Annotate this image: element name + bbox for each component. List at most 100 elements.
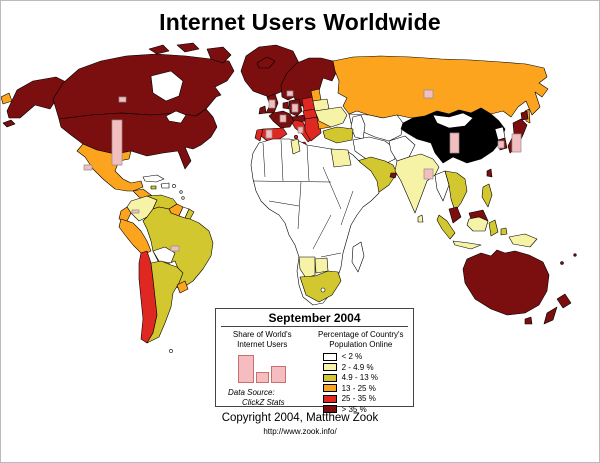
class-swatch-4-9-13 [322, 373, 337, 382]
region-sardinia [294, 135, 297, 138]
region-usa [59, 109, 217, 169]
legend-class-row: 13 - 25 % [322, 384, 413, 393]
region-indochina [445, 171, 467, 211]
data-source-label: Data Source: [228, 388, 275, 398]
region-baltics [311, 89, 321, 101]
share-bar-spain [266, 130, 272, 138]
share-column-header: Share of World's Internet Users [232, 330, 292, 349]
region-arctic-islands-2 [177, 43, 199, 52]
region-fiji [574, 254, 577, 257]
region-mongolia [433, 113, 473, 128]
share-bar-usa [112, 120, 122, 165]
region-turkey [323, 127, 353, 143]
share-bar-canada [119, 97, 126, 102]
region-canada [53, 54, 234, 119]
footer-url: http://www.zook.info/ [263, 427, 337, 436]
legend-classes-column: Percentage of Country's Population Onlin… [309, 327, 413, 415]
legend-share-column: Share of World's Internet Users Data Sou… [216, 327, 309, 415]
region-egypt [331, 149, 351, 167]
region-new-zealand-south [544, 307, 557, 324]
region-portugal [255, 129, 263, 141]
legend-date: September 2004 [221, 309, 408, 327]
region-moluccas [501, 228, 507, 235]
region-taiwan [487, 169, 492, 177]
region-bolivia [153, 247, 175, 263]
footer: Copyright 2004, Matthew Zook http://www.… [1, 412, 599, 436]
region-iran-iraq [353, 137, 395, 165]
region-tunisia [291, 139, 300, 154]
region-puerto-rico [172, 184, 175, 187]
region-mexico [77, 144, 143, 191]
share-bar-russia [424, 90, 433, 98]
region-sulawesi [489, 220, 498, 236]
page-title: Internet Users Worldwide [159, 9, 441, 35]
region-south-africa [300, 271, 341, 302]
region-uae [390, 173, 397, 178]
share-bar-india [424, 169, 433, 179]
share-bar-colombia [132, 210, 139, 213]
glyph-bar-2 [256, 372, 270, 384]
glyph-bar-1 [238, 355, 255, 384]
share-bar-mexico [84, 165, 92, 170]
legend-class-row: 4.9 - 13 % [322, 373, 413, 382]
region-sumatra [437, 215, 455, 239]
glyph-bar-3 [271, 366, 287, 384]
region-jamaica [151, 186, 156, 189]
region-malaysia [449, 207, 461, 223]
region-chukotka-fragment [1, 93, 12, 104]
legend-class-list: < 2 % 2 - 4.9 % 4.9 - 13 % 13 - 25 % [309, 352, 413, 414]
region-lesser-antilles-1 [180, 191, 183, 194]
region-falklands [169, 349, 172, 352]
legend-class-row: < 2 % [322, 352, 413, 361]
share-bar-france [280, 115, 286, 122]
region-madagascar [352, 242, 364, 272]
region-philippines [482, 184, 492, 207]
share-bar-brazil [171, 246, 179, 251]
region-ireland [259, 106, 266, 114]
region-india [395, 154, 439, 213]
region-argentina [147, 261, 183, 343]
region-hokkaido [521, 111, 528, 120]
class-swatch-lt2 [322, 352, 337, 361]
class-swatch-25-35 [322, 394, 337, 403]
region-tasmania [525, 317, 532, 324]
region-new-caledonia [561, 262, 564, 265]
region-netherlands [283, 102, 289, 109]
share-bar-japan [512, 134, 521, 152]
share-bar-italy [298, 127, 303, 133]
africa-country-borders [253, 140, 353, 257]
region-iceland [257, 57, 275, 68]
share-bar-germany [292, 104, 298, 112]
hudson-bay [151, 71, 183, 101]
legend-class-row: > 35 % [322, 405, 413, 414]
share-bars [84, 90, 521, 251]
share-bar-chart-glyph [216, 352, 309, 384]
region-papua-new-guinea [509, 234, 537, 247]
classes-column-header: Percentage of Country's Population Onlin… [317, 330, 404, 349]
data-source-name: ClickZ Stats [242, 398, 285, 408]
region-russia [333, 56, 548, 118]
share-bar-sweden [287, 91, 293, 96]
region-sri-lanka [418, 215, 423, 222]
region-balkans [305, 117, 321, 141]
share-bar-uk [269, 100, 275, 108]
great-lakes [166, 111, 186, 123]
class-swatch-13-25 [322, 384, 337, 393]
legend-class-row: 25 - 35 % [322, 394, 413, 403]
share-bar-south-korea [498, 141, 504, 148]
region-ukraine [315, 107, 347, 127]
region-lesser-antilles-2 [182, 197, 185, 200]
region-baffin [207, 47, 231, 63]
class-swatch-gt35 [322, 405, 337, 414]
copyright-text: Copyright 2004, Matthew Zook [221, 412, 379, 424]
class-swatch-2-4-9 [322, 363, 337, 372]
legend-box: September 2004 Share of World's Internet… [215, 308, 414, 414]
region-australia [463, 250, 549, 315]
region-botswana [315, 258, 328, 273]
region-cuba [143, 175, 164, 182]
region-myanmar [435, 171, 449, 201]
region-aleutians [3, 120, 15, 127]
region-uruguay [177, 281, 188, 293]
region-hispaniola [161, 183, 169, 188]
